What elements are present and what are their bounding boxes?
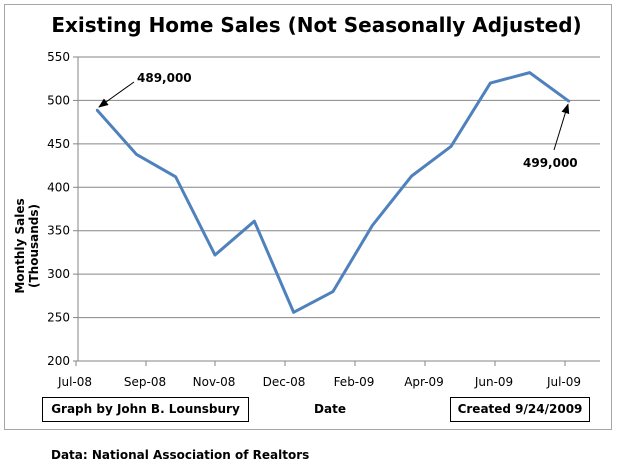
data-point [567, 100, 571, 103]
credit-box: Graph by John B. Lounsbury [42, 397, 249, 422]
y-axis-label: Monthly Sales (Thousands) [13, 198, 41, 294]
y-tick-label: 400 [47, 180, 70, 194]
data-point [135, 153, 138, 156]
y-tick-label: 450 [47, 137, 70, 151]
x-tick-label: Feb-09 [334, 375, 375, 389]
y-tick-label: 500 [47, 93, 70, 107]
y-tick-label: 200 [47, 354, 70, 368]
x-tick-label: Sep-08 [124, 375, 166, 389]
x-tick-label: Jul-08 [57, 375, 92, 389]
y-tick-label: 300 [47, 267, 70, 281]
series-line [95, 71, 571, 314]
x-tick-label: Jul-09 [546, 375, 581, 389]
x-axis-label: Date [314, 402, 346, 416]
annotation-arrow [98, 81, 135, 108]
y-tick-label: 550 [47, 50, 70, 64]
data-point [449, 145, 453, 148]
data-point [292, 311, 295, 314]
x-axis-ticks: Jul-08 Sep-08 Nov-08 Dec-08 Feb-09 Apr-09 Jun-… [57, 361, 581, 389]
data-point [331, 290, 335, 293]
gridlines [77, 56, 600, 362]
data-point [528, 71, 531, 74]
chart-frame [4, 4, 612, 430]
data-point [174, 175, 177, 179]
x-tick-label: Apr-09 [404, 375, 444, 389]
annotation-arrow [553, 103, 570, 151]
y-axis-ticks: 200 250 300 350 400 450 500 550 [47, 50, 78, 368]
y-tick-label: 350 [47, 224, 70, 238]
created-date-box: Created 9/24/2009 [450, 397, 590, 422]
series-polyline [95, 71, 570, 314]
data-source-note: Data: National Association of Realtors [51, 448, 310, 462]
x-tick-label: Jun-09 [474, 375, 513, 389]
data-point [371, 224, 374, 227]
x-tick-label: Dec-08 [263, 375, 306, 389]
annotations: 489,000 499,000 [98, 71, 578, 170]
annotation-label: 499,000 [523, 156, 578, 170]
x-tick-label: Nov-08 [193, 375, 236, 389]
chart-title: Existing Home Sales (Not Seasonally Adju… [51, 13, 582, 37]
data-point [489, 81, 492, 85]
y-tick-label: 250 [47, 311, 70, 325]
data-point [95, 108, 99, 112]
data-point [410, 174, 413, 178]
data-point [253, 219, 256, 223]
annotation-label: 489,000 [137, 71, 192, 85]
data-point [213, 253, 217, 257]
